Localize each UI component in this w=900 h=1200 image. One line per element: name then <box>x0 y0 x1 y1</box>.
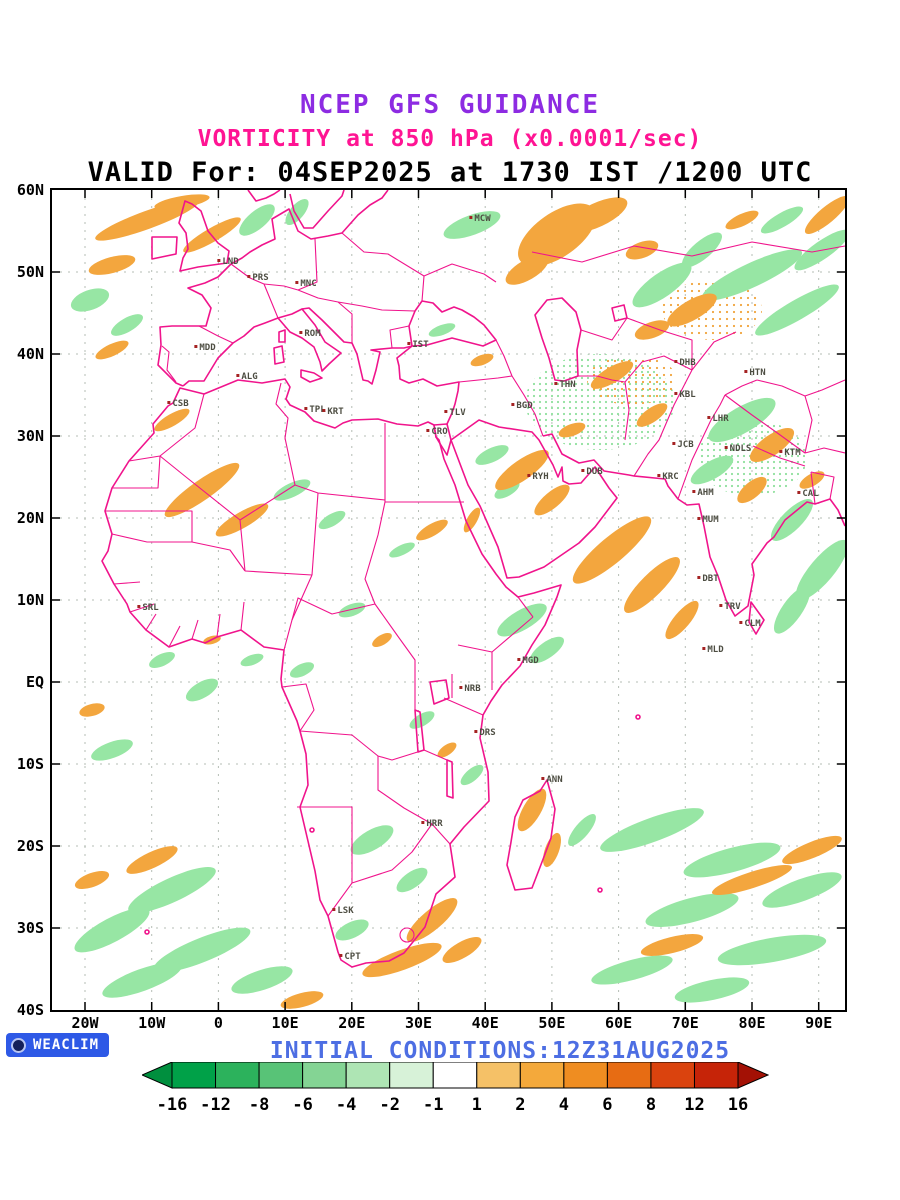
colorbar-segment <box>519 1061 565 1089</box>
colorbar-segment <box>171 1061 217 1089</box>
colorbar-segment <box>389 1061 434 1089</box>
colorbar-left-arrow <box>140 1061 173 1089</box>
colorbar-svg: -16 -12 -8 -6 -4 -2 -1 1 2 4 6 8 12 16 <box>140 1061 770 1115</box>
y-axis-label: 40S <box>16 1001 44 1019</box>
x-axis-label: 50E <box>538 1014 566 1032</box>
colorbar-label: 2 <box>515 1095 525 1115</box>
colorbar-segment <box>693 1061 739 1089</box>
x-axis-label: 10E <box>271 1014 299 1032</box>
x-axis-label: 30E <box>404 1014 433 1032</box>
initial-conditions-text: INITIAL CONDITIONS:12Z31AUG2025 <box>269 1038 731 1064</box>
y-axis-label: 40N <box>16 345 44 363</box>
colorbar-label: 1 <box>472 1095 482 1115</box>
weaclim-logo-icon <box>11 1038 26 1053</box>
colorbar-label: 8 <box>646 1095 656 1115</box>
x-axis-label: 60E <box>605 1014 633 1032</box>
colorbar-segment <box>215 1061 260 1089</box>
colorbar-label: -16 <box>157 1095 188 1115</box>
colorbar-label: -4 <box>336 1095 356 1115</box>
colorbar: -16 -12 -8 -6 -4 -2 -1 1 2 4 6 8 12 16 <box>140 1061 770 1120</box>
colorbar-label: -1 <box>423 1095 443 1115</box>
colorbar-segment <box>563 1061 608 1089</box>
weaclim-logo: WEACLIM <box>6 1033 110 1057</box>
vorticity-map <box>52 190 845 1010</box>
y-axis-label: 20N <box>16 509 44 527</box>
colorbar-segment <box>606 1061 652 1089</box>
y-axis-label: 30N <box>16 427 44 445</box>
x-axis-label: 90E <box>805 1014 833 1032</box>
title-model: NCEP GFS GUIDANCE <box>299 90 601 120</box>
colorbar-label: -8 <box>249 1095 269 1115</box>
tick-marks <box>52 190 845 1010</box>
y-axis-label: 10S <box>16 755 44 773</box>
x-axis-label: 20W <box>71 1014 99 1032</box>
x-axis-label: 20E <box>338 1014 366 1032</box>
y-axis-label: 50N <box>16 263 44 281</box>
map-frame <box>50 188 847 1012</box>
colorbar-segment <box>345 1061 391 1089</box>
colorbar-segment <box>302 1061 347 1089</box>
colorbar-label: 12 <box>684 1095 704 1115</box>
y-axis-label: 10N <box>16 591 44 609</box>
y-axis-label: 60N <box>16 181 44 199</box>
colorbar-label: 16 <box>728 1095 748 1115</box>
vorticity-shading <box>70 194 845 1009</box>
y-axis-label: EQ <box>25 673 44 691</box>
colorbar-segment <box>258 1061 304 1089</box>
weaclim-logo-text: WEACLIM <box>33 1037 100 1053</box>
x-axis-label: 10W <box>138 1014 166 1032</box>
colorbar-segment <box>476 1061 521 1089</box>
colorbar-right-arrow <box>737 1061 770 1089</box>
colorbar-segment <box>650 1061 695 1089</box>
y-axis-label: 20S <box>16 837 44 855</box>
x-axis-label: 80E <box>738 1014 766 1032</box>
colorbar-segment <box>432 1061 478 1089</box>
colorbar-label: -12 <box>200 1095 231 1115</box>
title-valid-time: VALID For: 04SEP2025 at 1730 IST /1200 U… <box>87 157 813 188</box>
colorbar-label: 6 <box>602 1095 612 1115</box>
title-field: VORTICITY at 850 hPa (x0.0001/sec) <box>197 126 703 152</box>
x-axis-label: 70E <box>671 1014 699 1032</box>
colorbar-label: -6 <box>292 1095 312 1115</box>
x-axis-label: 40E <box>471 1014 499 1032</box>
y-axis-label: 30S <box>16 919 44 937</box>
colorbar-label: 4 <box>559 1095 569 1115</box>
x-axis-label: 0 <box>213 1014 223 1032</box>
country-borders <box>105 232 845 943</box>
colorbar-label: -2 <box>379 1095 399 1115</box>
